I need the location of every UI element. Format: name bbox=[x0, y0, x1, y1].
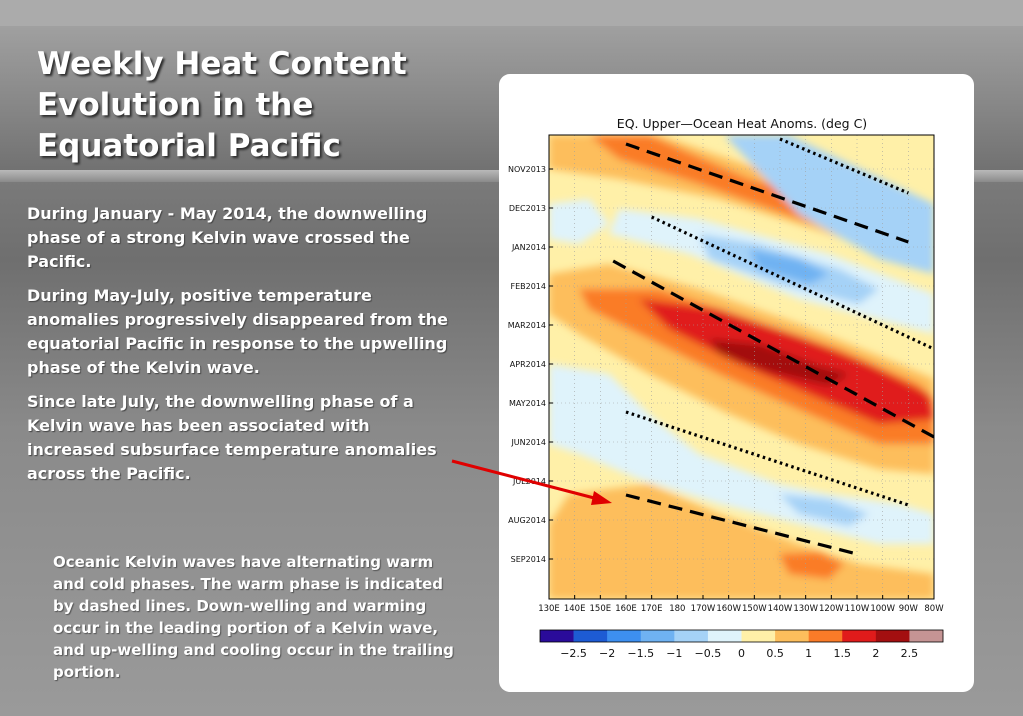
x-tick-label: 100W bbox=[870, 604, 895, 614]
paragraph-2: During May-July, positive temperature an… bbox=[27, 286, 448, 377]
x-tick-label: 80W bbox=[924, 604, 944, 614]
x-tick-label: 110W bbox=[845, 604, 870, 614]
pointer-arrow-line bbox=[451, 459, 599, 501]
colorbar-tick-label: −2.5 bbox=[560, 647, 587, 660]
x-tick-label: 120W bbox=[819, 604, 844, 614]
x-tick-label: 160W bbox=[716, 604, 741, 614]
plot-frame bbox=[548, 134, 935, 600]
y-tick-label: FEB2014 bbox=[510, 282, 546, 291]
x-tick-label: 140W bbox=[768, 604, 793, 614]
anomaly-band bbox=[749, 249, 829, 284]
colorbar-tick-label: −0.5 bbox=[695, 647, 722, 660]
colorbar-swatch bbox=[842, 630, 877, 642]
colorbar-tick-label: 2.5 bbox=[901, 647, 919, 660]
y-tick-label: DEC2013 bbox=[509, 204, 546, 213]
colorbar-swatch bbox=[875, 630, 910, 642]
colorbar-frame bbox=[539, 629, 944, 643]
kelvin-wave-lines bbox=[612, 137, 934, 556]
warm-phase-dashed-line bbox=[625, 142, 909, 244]
colorbar-tick-label: −1.5 bbox=[627, 647, 654, 660]
paragraph-3: Since late July, the downwelling phase o… bbox=[27, 392, 437, 483]
cold-phase-dotted-line bbox=[625, 410, 909, 507]
anomaly-band bbox=[724, 135, 934, 274]
x-tick-label: 160E bbox=[615, 604, 637, 614]
chart-title: EQ. Upper—Ocean Heat Anoms. (deg C) bbox=[617, 116, 867, 131]
x-tick-label: 150E bbox=[590, 604, 612, 614]
top-strip bbox=[0, 0, 1023, 26]
x-tick-label: 130E bbox=[538, 604, 560, 614]
y-tick-label: AUG2014 bbox=[508, 516, 546, 525]
colorbar-swatch bbox=[775, 630, 809, 642]
colorbar-tick-label: 2 bbox=[872, 647, 879, 660]
anomaly-band bbox=[779, 494, 869, 526]
x-tick-label: 130W bbox=[793, 604, 818, 614]
cold-phase-dotted-line bbox=[779, 137, 909, 195]
anomaly-band bbox=[549, 199, 609, 244]
plot-area bbox=[549, 135, 934, 599]
anomaly-band bbox=[779, 552, 844, 579]
figure-card: EQ. Upper—Ocean Heat Anoms. (deg C) bbox=[499, 74, 974, 692]
y-tick-label: NOV2013 bbox=[508, 165, 546, 174]
x-tick-label: 170W bbox=[691, 604, 716, 614]
y-tick-label: JUN2014 bbox=[510, 438, 546, 447]
x-tick-label: 180 bbox=[669, 604, 685, 614]
colorbar-swatch bbox=[607, 630, 642, 642]
y-tick-label: MAY2014 bbox=[509, 399, 546, 408]
y-tick-label: MAR2014 bbox=[508, 321, 546, 330]
colorbar-tick-label: 0 bbox=[738, 647, 745, 660]
x-tick-label: 140E bbox=[564, 604, 586, 614]
body-text: During January - May 2014, the downwelli… bbox=[27, 202, 457, 496]
colorbar-swatch bbox=[707, 630, 742, 642]
x-tick-label: 150W bbox=[742, 604, 767, 614]
colorbar-swatch bbox=[909, 630, 944, 642]
x-tick-label: 170E bbox=[641, 604, 663, 614]
colorbar-tick-label: 1.5 bbox=[834, 647, 852, 660]
colorbar-swatch bbox=[640, 630, 675, 642]
paragraph-1: During January - May 2014, the downwelli… bbox=[27, 204, 428, 271]
y-tick-label: SEP2014 bbox=[511, 555, 546, 564]
colorbar: −2.5 −2 −1.5 −1 −0.5 0 0.5 1 1.5 2 2.5 bbox=[539, 629, 944, 660]
kelvin-wave-note: Oceanic Kelvin waves have alternating wa… bbox=[53, 553, 454, 681]
anomaly-band bbox=[549, 364, 934, 544]
colorbar-swatch bbox=[573, 630, 608, 642]
colorbar-swatch bbox=[674, 630, 709, 642]
colorbar-tick-label: 0.5 bbox=[766, 647, 784, 660]
pointer-arrow-head bbox=[591, 491, 612, 505]
colorbar-swatch bbox=[808, 630, 843, 642]
colorbar-tick-label: 1 bbox=[805, 647, 812, 660]
colorbar-tick-label: −1 bbox=[666, 647, 682, 660]
anomaly-band bbox=[709, 339, 849, 386]
slide-title: Weekly Heat Content Evolution in the Equ… bbox=[37, 46, 407, 164]
colorbar-swatch bbox=[540, 630, 574, 642]
colorbar-swatch bbox=[741, 630, 776, 642]
warm-phase-dashed-line bbox=[625, 493, 858, 556]
colorbar-tick-label: −2 bbox=[599, 647, 615, 660]
y-tick-label: APR2014 bbox=[510, 360, 546, 369]
y-tick-label: JAN2014 bbox=[511, 243, 546, 252]
grid-lines bbox=[549, 135, 934, 599]
x-tick-label: 90W bbox=[899, 604, 919, 614]
x-axis: 130E 140E 150E 160E 170E 180 170W 160W 150W 140W 1… bbox=[538, 595, 944, 614]
warm-phase-dashed-line bbox=[612, 259, 934, 439]
cold-phase-dotted-line bbox=[650, 215, 934, 351]
heat-anomaly-chart: EQ. Upper—Ocean Heat Anoms. (deg C) bbox=[508, 116, 944, 660]
